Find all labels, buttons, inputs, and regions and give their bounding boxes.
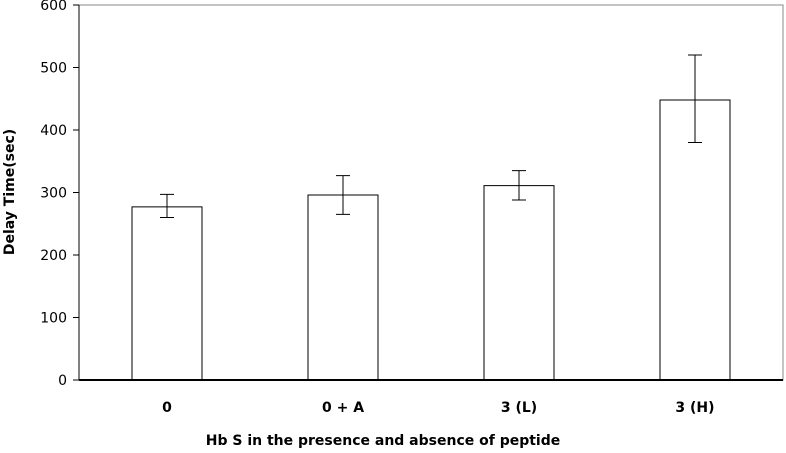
x-tick-label: 0 + A (322, 400, 364, 416)
x-axis: 0 0 + A 3 (L) 3 (H) (162, 400, 714, 416)
x-tick-label: 3 (H) (675, 400, 714, 416)
y-tick-label: 100 (40, 311, 67, 327)
y-tick-label: 200 (40, 248, 67, 264)
y-tick-label: 500 (40, 61, 67, 77)
bars (131, 99, 731, 381)
y-tick-label: 300 (40, 186, 67, 202)
bar (483, 185, 555, 381)
x-axis-title: Hb S in the presence and absence of pept… (206, 433, 561, 449)
y-tick-label: 600 (40, 0, 67, 14)
error-bars (160, 54, 702, 218)
y-tick-label: 400 (40, 123, 67, 139)
bar (659, 99, 731, 381)
x-tick-label: 0 (162, 400, 172, 416)
y-axis-title: Delay Time(sec) (2, 129, 18, 255)
bar (131, 206, 203, 381)
bar (307, 194, 379, 381)
y-tick-label: 0 (58, 373, 67, 389)
x-tick-label: 3 (L) (501, 400, 537, 416)
y-axis: 0 100 200 300 400 500 600 (40, 0, 79, 389)
